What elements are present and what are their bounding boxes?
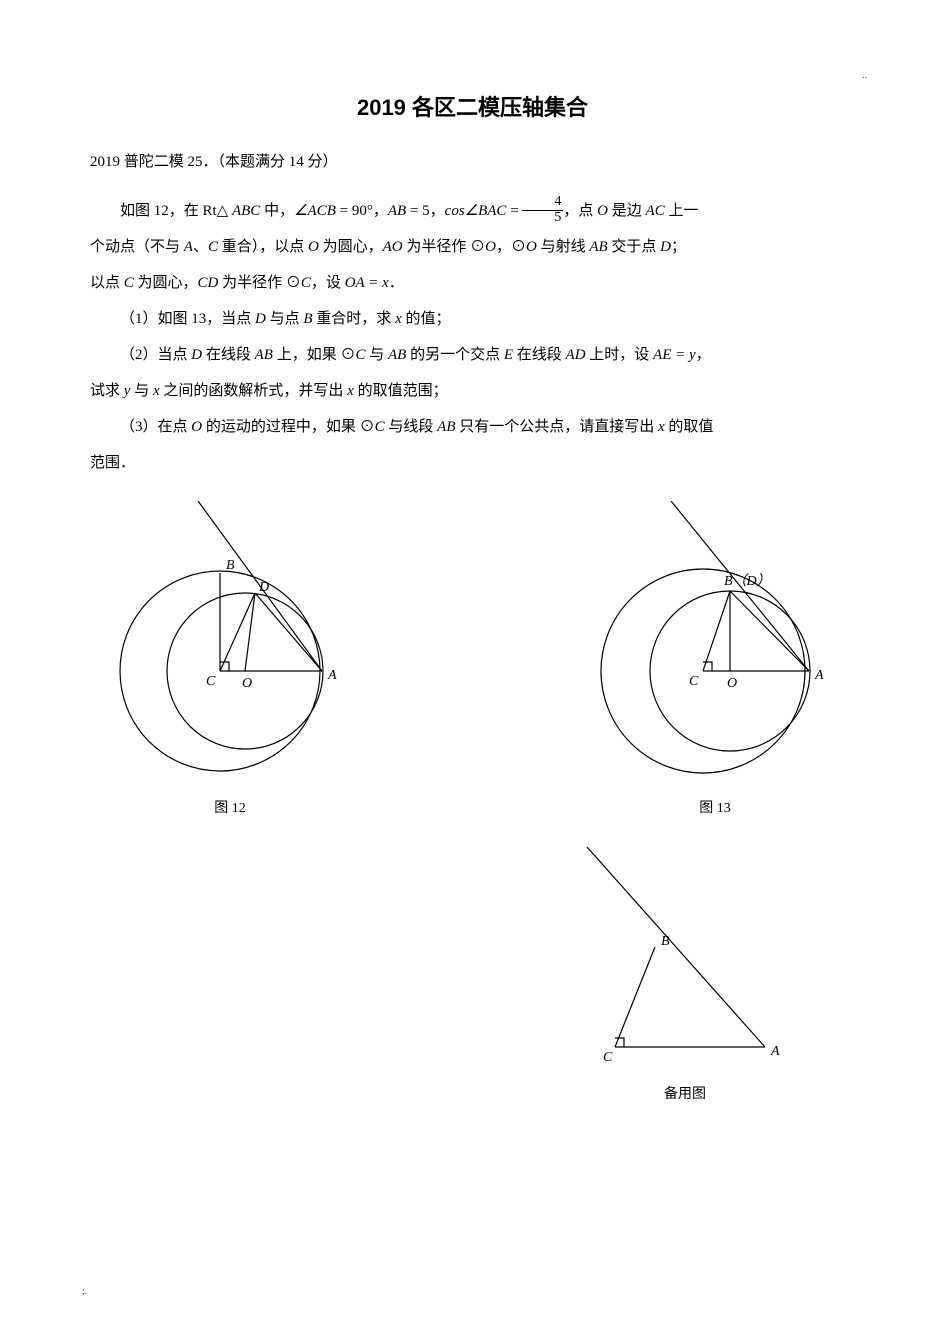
paragraph-1: 如图 12，在 Rt△ ABC 中，∠ACB = 90°，AB = 5，cos∠…	[90, 193, 855, 229]
backup-figure-cell: C A B 备用图	[565, 847, 805, 1103]
backup-figure-caption: 备用图	[664, 1083, 706, 1103]
question-2-line2: 试求 y 与 x 之间的函数解析式，并写出 x 的取值范围；	[90, 373, 855, 409]
page-title: 2019 各区二模压轴集合	[90, 90, 855, 122]
question-1: （1）如图 13，当点 D 与点 B 重合时，求 x 的值；	[90, 301, 855, 337]
backup-figure-row: C A B 备用图	[90, 847, 855, 1103]
backup-figure-svg: C A B	[565, 847, 805, 1077]
svg-text:A: A	[327, 668, 337, 683]
svg-text:O: O	[727, 676, 737, 691]
svg-text:B: B	[661, 934, 670, 949]
problem-body: 如图 12，在 Rt△ ABC 中，∠ACB = 90°，AB = 5，cos∠…	[90, 193, 855, 481]
figure-12-cell: C O A B D 图 12	[90, 501, 370, 817]
svg-text:C: C	[603, 1050, 613, 1065]
svg-text:C: C	[206, 674, 216, 689]
problem-source-line: 2019 普陀二模 25．（本题满分 14 分）	[90, 150, 855, 171]
svg-text:A: A	[770, 1044, 780, 1059]
svg-text:D: D	[258, 580, 269, 595]
figure-12-svg: C O A B D	[90, 501, 370, 791]
figure-12-caption: 图 12	[214, 797, 246, 817]
source-prefix: 2019 普陀二模 25．（本题满分	[90, 154, 289, 170]
corner-marker-tr: ..	[862, 70, 867, 81]
corner-marker-bl: ;.	[82, 1286, 87, 1297]
question-3-line1: （3）在点 O 的运动的过程中，如果 ⊙C 与线段 AB 只有一个公共点，请直接…	[90, 409, 855, 445]
question-3-line2: 范围．	[90, 445, 855, 481]
figures-row: C O A B D 图 12 C O A B（D） 图 13	[90, 501, 855, 817]
paragraph-3: 以点 C 为圆心，CD 为半径作 ⊙C，设 OA = x．	[90, 265, 855, 301]
figure-13-caption: 图 13	[699, 797, 731, 817]
svg-text:B（D）: B（D）	[724, 573, 771, 589]
svg-text:O: O	[242, 676, 252, 691]
figure-13-svg: C O A B（D）	[575, 501, 855, 791]
svg-text:C: C	[689, 674, 699, 689]
svg-text:B: B	[226, 558, 235, 573]
svg-text:A: A	[814, 668, 824, 683]
question-2-line1: （2）当点 D 在线段 AB 上，如果 ⊙C 与 AB 的另一个交点 E 在线段…	[90, 337, 855, 373]
points-value: 14	[289, 154, 304, 170]
paragraph-2: 个动点（不与 A、C 重合），以点 O 为圆心，AO 为半径作 ⊙O，⊙O 与射…	[90, 229, 855, 265]
figure-13-cell: C O A B（D） 图 13	[575, 501, 855, 817]
fraction-4-5: 45	[522, 195, 563, 225]
source-suffix: 分）	[304, 154, 338, 170]
